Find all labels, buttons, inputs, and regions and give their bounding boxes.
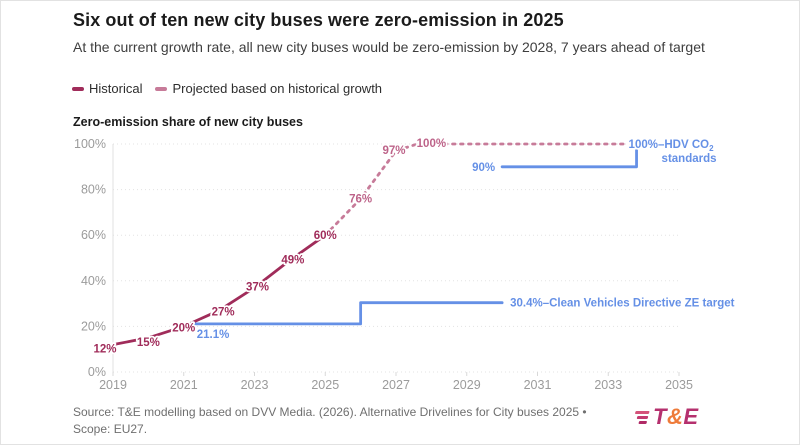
annotation-label: 21.1% <box>197 329 230 341</box>
data-label: 76% <box>349 194 372 206</box>
series-line <box>500 142 638 169</box>
y-tick-label: 40% <box>81 274 106 288</box>
x-tick-label: 2019 <box>99 378 127 392</box>
legend-swatch-projected-icon <box>155 86 168 91</box>
data-label: 49% <box>281 254 304 266</box>
footer: Source: T&E modelling based on DVV Media… <box>73 404 673 438</box>
x-tick-label: 2031 <box>524 378 552 392</box>
y-tick-label: 60% <box>81 228 106 242</box>
y-tick-label: 20% <box>81 319 106 333</box>
source-text: Source: T&E modelling based on DVV Media… <box>73 405 587 419</box>
annotation-label: 90% <box>472 162 495 174</box>
x-tick-label: 2027 <box>382 378 410 392</box>
legend: Historical Projected based on historical… <box>72 81 382 96</box>
x-tick-label: 2025 <box>311 378 339 392</box>
x-tick-label: 2029 <box>453 378 481 392</box>
y-tick-label: 100% <box>74 137 106 151</box>
chart-axis-title: Zero-emission share of new city buses <box>73 115 303 129</box>
x-tick-label: 2021 <box>170 378 198 392</box>
y-tick-label: 80% <box>81 183 106 197</box>
chart-subtitle: At the current growth rate, all new city… <box>73 38 705 55</box>
data-label: 60% <box>314 230 337 242</box>
scope-text: Scope: EU27. <box>73 421 148 436</box>
data-label: 100% <box>417 138 446 150</box>
te-logo-text: T&E <box>653 404 699 429</box>
annotation-label: standards <box>662 153 717 165</box>
data-label: 15% <box>137 337 160 349</box>
page-title: Six out of ten new city buses were zero-… <box>73 10 564 30</box>
data-label: 20% <box>172 322 195 334</box>
legend-swatch-historical-icon <box>72 86 84 91</box>
annotation-label: 100%–HDV CO2 <box>629 139 715 153</box>
legend-label-historical: Historical <box>89 81 143 96</box>
x-tick-label: 2035 <box>665 378 693 392</box>
legend-item-historical: Historical <box>72 81 142 96</box>
series-line <box>182 301 504 326</box>
data-label: 12% <box>93 344 116 356</box>
y-tick-label: 0% <box>88 365 106 379</box>
legend-label-projected: Projected based on historical growth <box>172 81 383 96</box>
data-label: 97% <box>382 145 405 157</box>
data-label: 27% <box>212 306 235 318</box>
annotation-label: 30.4%–Clean Vehicles Directive ZE target <box>510 298 735 310</box>
legend-item-projected: Projected based on historical growth <box>155 81 382 96</box>
data-label: 37% <box>246 282 269 294</box>
te-logo: T&E <box>634 406 699 428</box>
x-tick-label: 2023 <box>241 378 269 392</box>
series-line <box>111 233 327 347</box>
te-logo-bars-icon <box>632 410 650 424</box>
x-tick-label: 2033 <box>594 378 622 392</box>
series-line <box>323 142 628 237</box>
chart-header: Six out of ten new city buses were zero-… <box>73 10 741 56</box>
